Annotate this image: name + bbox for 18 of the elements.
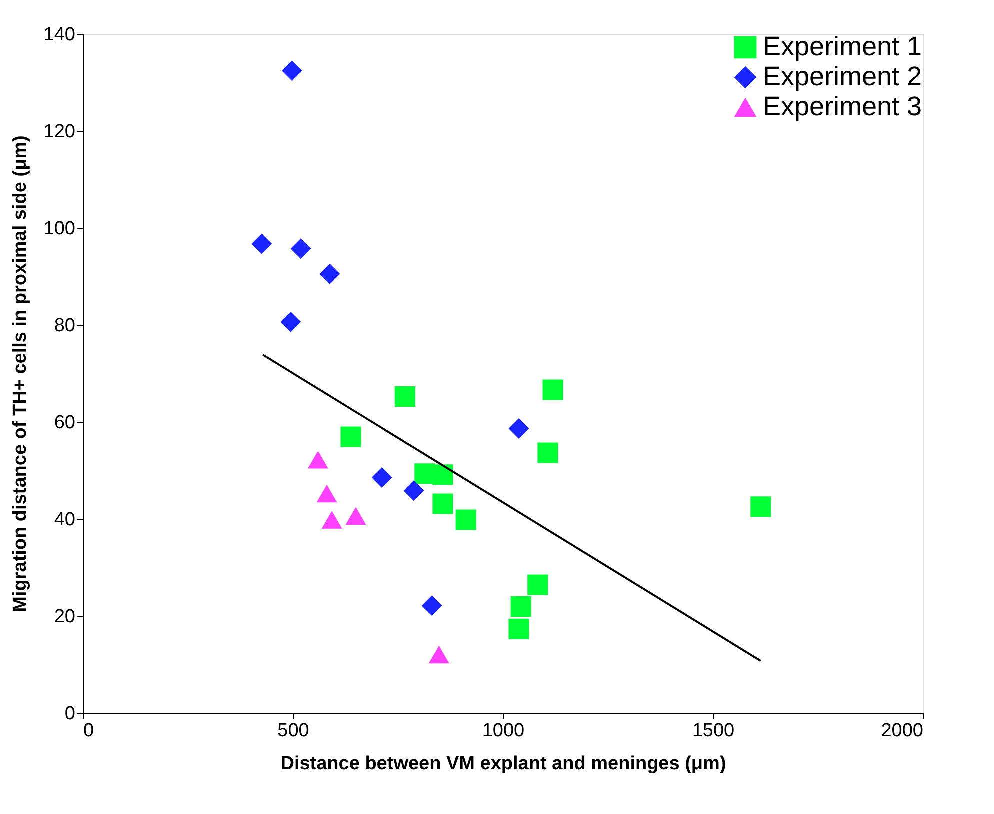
y-tick-label: 100 — [44, 218, 76, 240]
legend-label: Experiment 1 — [763, 32, 922, 62]
y-tick-label: 0 — [64, 704, 76, 724]
y-tick-label: 80 — [54, 316, 76, 336]
y-tick-label: 20 — [54, 606, 76, 628]
x-tick-label: 0 — [84, 720, 94, 742]
y-axis-title: Migration distance of TH+ cells in proximal side (μm) — [10, 136, 31, 612]
x-tick-label: 2000 — [881, 720, 924, 742]
y-tick-label: 60 — [54, 412, 76, 434]
y-tick-label: 40 — [54, 510, 76, 530]
legend-label: Experiment 2 — [763, 62, 922, 92]
y-tick-label: 140 — [44, 24, 76, 46]
x-axis-title: Distance between VM explant and meninges (μm) — [280, 754, 726, 774]
y-tick-label: 120 — [44, 122, 76, 142]
legend-label: Experiment 3 — [763, 92, 922, 122]
x-tick-label: 1500 — [692, 720, 735, 742]
x-tick-label: 500 — [278, 720, 310, 742]
x-tick-label: 1000 — [482, 720, 525, 742]
